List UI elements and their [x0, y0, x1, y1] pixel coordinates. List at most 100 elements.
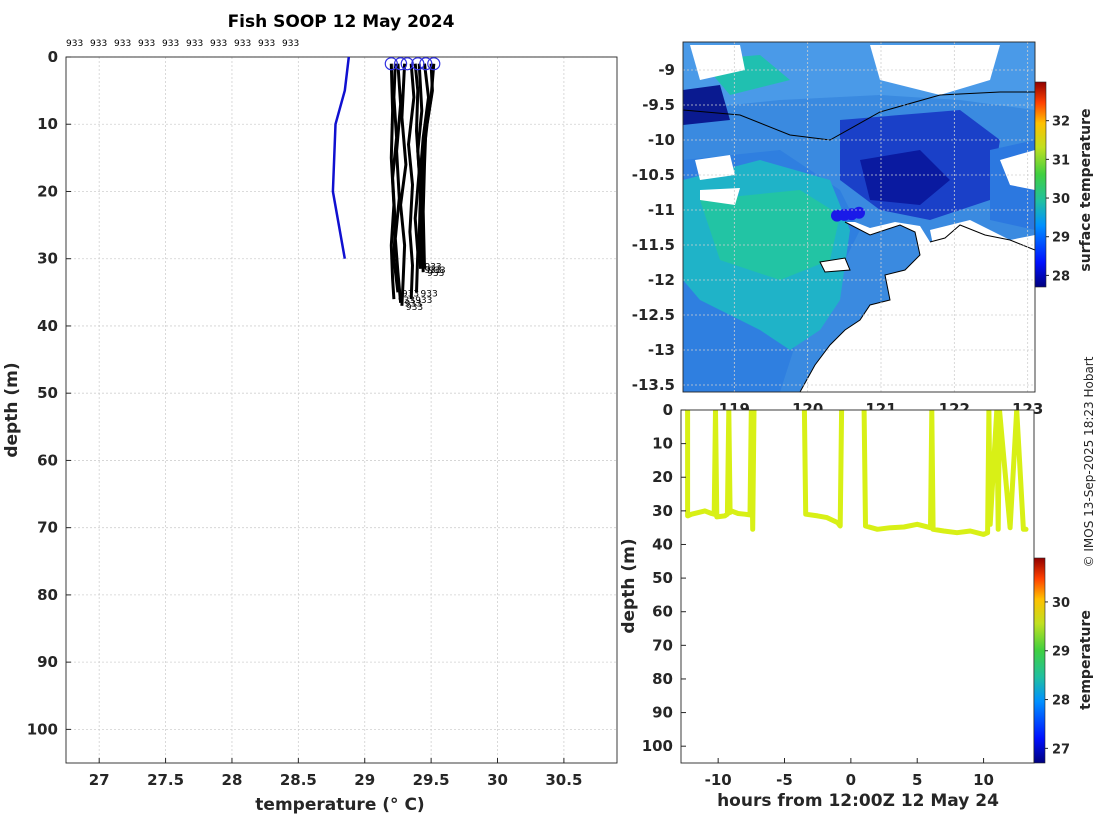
profile-id-label: 933 [186, 39, 203, 49]
time-x-axis-label: hours from 12:00Z 12 May 24 [717, 791, 999, 811]
sst-region-darkblue [860, 150, 950, 205]
profile-id-label: 933 [66, 39, 83, 49]
temp-colorbar-tick-label: 28 [1052, 694, 1070, 709]
map-lat-ticks: -9 -9.5 -10 -10.5 -11 -11.5 -12 -12.5 -13 -13.5 [632, 61, 675, 394]
profile-panel: Fish SOOP 12 May 2024 933 933 933 933 933 933… [2, 12, 618, 815]
x-tick-label: 27.5 [147, 771, 184, 789]
y-tick-label: 100 [27, 720, 58, 738]
map-lat-label: -11.5 [632, 236, 675, 254]
map-image [683, 42, 1035, 392]
profile-line-blue [331, 57, 351, 259]
x-axis-label: temperature (° C) [255, 795, 424, 815]
profile-line-p2 [391, 63, 400, 293]
sst-region-nw-dark [683, 85, 730, 125]
time-depth-track [861, 410, 1029, 537]
time-plot-background [681, 410, 1034, 763]
map-lat-label: -9.5 [642, 96, 675, 114]
sst-colorbar-tick-label: 29 [1052, 231, 1070, 246]
land-mass [800, 222, 1035, 392]
coastline-east [929, 224, 1035, 251]
time-y-tick-label: 10 [652, 435, 673, 453]
ship-track [831, 206, 865, 222]
profile-end-label: 933 [428, 266, 445, 276]
temp-colorbar-label: temperature [1078, 610, 1094, 710]
map-lat-label: -13.5 [632, 376, 675, 394]
coastline-island [819, 257, 851, 273]
profile-start-marker [411, 57, 425, 71]
profile-end-label: 933 [415, 296, 432, 306]
y-axis-label: depth (m) [2, 362, 22, 457]
x-tick-label: 28.5 [280, 771, 317, 789]
profile-id-label: 933 [210, 39, 227, 49]
time-depth-track [801, 410, 845, 529]
map-lat-label: -10 [648, 131, 675, 149]
time-x-tick-label: -10 [705, 771, 732, 789]
map-lat-label: -10.5 [632, 166, 675, 184]
time-y-tick-label: 70 [652, 636, 673, 654]
time-x-tick-label: -5 [776, 771, 793, 789]
sst-colorbar [1034, 81, 1047, 288]
time-y-tick-label: 40 [652, 535, 673, 553]
profile-line-p5 [407, 63, 416, 300]
profile-end-label: 933 [424, 262, 441, 272]
profile-id-label: 933 [138, 39, 155, 49]
profile-y-ticks: 0 10 20 30 40 50 60 70 80 90 100 [27, 48, 71, 738]
time-y-ticks: 0 10 20 30 40 50 60 70 80 90 100 [642, 401, 686, 755]
time-y-axis-label: depth (m) [619, 538, 639, 633]
chart-title: Fish SOOP 12 May 2024 [228, 12, 455, 32]
profile-id-label: 933 [282, 39, 299, 49]
y-tick-label: 70 [37, 519, 58, 537]
coastline-west [799, 221, 921, 392]
time-y-tick-label: 90 [652, 704, 673, 722]
profile-grid [66, 56, 617, 763]
y-tick-label: 60 [37, 451, 58, 469]
time-y-tick-label: 60 [652, 603, 673, 621]
map-grid [683, 42, 1035, 392]
profile-line-p4 [399, 63, 408, 306]
profile-end-label: 933 [406, 303, 423, 313]
profile-end-label: 933 [405, 299, 422, 309]
temp-colorbar-ticks: 27 28 29 30 [1045, 596, 1070, 757]
cloud-6 [700, 188, 740, 205]
map-lat-label: -11 [648, 201, 675, 219]
y-tick-label: 40 [37, 317, 58, 335]
y-tick-label: 80 [37, 586, 58, 604]
sst-map-panel: -9-9.5-10-10.5-11-11.5-12-12.5-13-13.5 1… [632, 41, 1094, 418]
sst-colorbar-tick-label: 31 [1052, 153, 1070, 168]
x-tick-label: 29.5 [413, 771, 450, 789]
time-x-tick-label: 10 [973, 771, 994, 789]
profile-id-label: 933 [234, 39, 251, 49]
x-tick-label: 27 [89, 771, 110, 789]
profile-line-p10 [421, 63, 436, 269]
profile-id-label: 933 [114, 39, 131, 49]
time-x-tick-label: 0 [846, 771, 856, 789]
map-lat-label: -12 [648, 271, 675, 289]
temp-colorbar [1033, 557, 1046, 764]
profile-id-label: 933 [258, 39, 275, 49]
sst-colorbar-label: surface temperature [1078, 108, 1094, 271]
profile-start-marker [427, 57, 441, 71]
profile-end-label: 933 [427, 269, 444, 279]
time-y-tick-label: 30 [652, 502, 673, 520]
profile-start-marker [393, 57, 408, 71]
time-x-tick-label: 5 [912, 771, 922, 789]
profile-id-label: 933 [90, 39, 107, 49]
timor-coastline [683, 91, 1035, 141]
credit-text: © IMOS 13-Sep-2025 18:23 Hobart [1082, 356, 1096, 567]
sst-colorbar-tick-label: 28 [1052, 269, 1070, 284]
map-lat-label: -13 [648, 341, 675, 359]
y-tick-label: 90 [37, 653, 58, 671]
time-depth-points [685, 410, 1029, 537]
profile-end-label: 933 [398, 296, 415, 306]
map-lat-label: -12.5 [632, 306, 675, 324]
sst-region-green [700, 190, 840, 280]
sst-colorbar-tick-label: 32 [1052, 115, 1070, 130]
y-tick-label: 50 [37, 384, 58, 402]
profile-id-labels: 933 933 933 933 933 933 933 933 933 933 [66, 39, 299, 49]
island [820, 258, 850, 272]
profile-start-marker [419, 57, 433, 71]
sst-colorbar-tick-label: 30 [1052, 192, 1070, 207]
temp-colorbar-tick-label: 30 [1052, 596, 1070, 611]
